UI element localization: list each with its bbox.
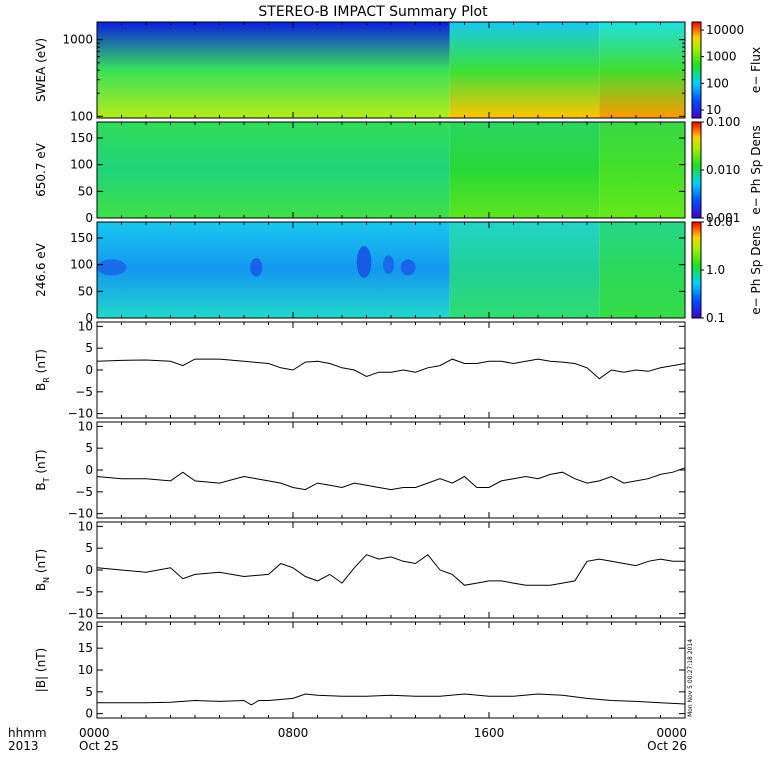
heatmap-segment xyxy=(97,222,450,318)
time-tick-label: 0000 xyxy=(656,726,687,740)
heatmap-segment xyxy=(97,22,450,118)
y-axis-label: BR (nT) xyxy=(34,349,51,391)
y-tick-label: 10 xyxy=(78,419,93,433)
colorbar-tick-label: 1000 xyxy=(706,50,737,64)
creation-stamp: Mon Nov 5 00:27:18 2014 xyxy=(687,639,694,717)
heatmap-feature xyxy=(400,259,416,276)
y-axis-label: BT (nT) xyxy=(34,449,51,490)
panel-frame xyxy=(96,321,686,419)
series-line xyxy=(96,358,686,380)
y-axis-label: BN (nT) xyxy=(34,549,51,591)
heatmap-feature xyxy=(383,255,395,274)
colorbar-tick-label: 0.100 xyxy=(706,115,740,129)
y-tick-label: 10 xyxy=(78,519,93,533)
heatmap-segment xyxy=(449,222,600,318)
y-tick-label: 100 xyxy=(70,258,93,272)
colorbar xyxy=(691,21,702,119)
colorbar xyxy=(691,221,702,319)
y-tick-label: 50 xyxy=(78,184,93,198)
y-tick-label: 150 xyxy=(70,231,93,245)
colorbar-tick-label: 0.001 xyxy=(706,211,740,225)
colorbar xyxy=(691,121,702,219)
colorbar-tick-label: 10000 xyxy=(706,23,744,37)
time-axis-units: hhmm xyxy=(8,726,47,740)
y-tick-label: 150 xyxy=(70,131,93,145)
heatmap-feature xyxy=(97,259,127,276)
time-tick-label: 0000 xyxy=(79,726,110,740)
colorbar-label: e− Ph Sp Dens xyxy=(749,125,763,214)
heatmap-segment xyxy=(449,122,600,218)
y-tick-label: 5 xyxy=(85,685,93,699)
time-tick-label: 0800 xyxy=(278,726,309,740)
plot-title: STEREO-B IMPACT Summary Plot xyxy=(258,4,488,20)
y-axis-label: 246.6 eV xyxy=(34,242,48,297)
y-tick-label: 50 xyxy=(78,284,93,298)
y-tick-label: −5 xyxy=(75,385,93,399)
panel-frame xyxy=(96,421,686,519)
y-tick-label: 10 xyxy=(78,663,93,677)
heatmap-segment xyxy=(97,122,450,218)
heatmap-segment xyxy=(599,122,685,218)
panel-1: 10 100 1000 10000 e− Flux 100 1000 SWEA (eV) xyxy=(34,21,763,123)
y-tick-label: 100 xyxy=(70,109,93,123)
panel-frame xyxy=(96,621,686,719)
y-tick-label: −5 xyxy=(75,485,93,499)
panel-7: 0 5 10 15 20 |B| (nT) xyxy=(34,619,686,721)
y-tick-label: −10 xyxy=(68,507,93,521)
colorbar-tick-label: 0.010 xyxy=(706,163,740,177)
y-tick-label: 10 xyxy=(78,319,93,333)
y-tick-label: 0 xyxy=(85,463,93,477)
y-tick-label: 0 xyxy=(85,211,93,225)
time-tick-date: Oct 26 xyxy=(647,739,687,753)
y-tick-label: 0 xyxy=(85,563,93,577)
y-axis-label: SWEA (eV) xyxy=(34,38,48,102)
series-line xyxy=(97,693,686,706)
panel-3: 0.1 1.0 10.0 e− Ph Sp Dens 0 50 100 150 246.6 eV xyxy=(34,215,763,325)
y-tick-label: −10 xyxy=(68,407,93,421)
heatmap-segment xyxy=(599,22,685,118)
y-tick-label: −5 xyxy=(75,585,93,599)
colorbar-tick-label: 0.1 xyxy=(706,311,725,325)
colorbar-label: e− Flux xyxy=(749,47,763,93)
y-tick-label: 15 xyxy=(78,641,93,655)
panel-6: −10 −5 0 5 10 BN (nT) xyxy=(34,519,686,621)
time-tick-label: 1600 xyxy=(474,726,505,740)
time-tick-date: Oct 25 xyxy=(79,739,119,753)
panel-2: 0.001 0.010 0.100 e− Ph Sp Dens 0 50 100 150 650… xyxy=(34,115,763,225)
y-tick-label: 0 xyxy=(85,363,93,377)
heatmap-segment xyxy=(449,22,600,118)
heatmap-segment xyxy=(599,222,685,318)
panel-4: −10 −5 0 5 10 BR (nT) xyxy=(34,319,686,421)
series-line xyxy=(96,467,686,491)
panel-frame xyxy=(96,521,686,619)
heatmap-feature xyxy=(250,258,263,277)
y-tick-label: 1000 xyxy=(62,33,93,47)
y-axis-label: 650.7 eV xyxy=(34,142,48,197)
colorbar-tick-label: 10 xyxy=(706,103,721,117)
colorbar-label: e− Ph Sp Dens xyxy=(749,225,763,314)
y-tick-label: 0 xyxy=(85,311,93,325)
y-tick-label: 5 xyxy=(85,441,93,455)
y-tick-label: 5 xyxy=(85,541,93,555)
y-tick-label: 20 xyxy=(78,619,93,633)
y-tick-label: 100 xyxy=(70,158,93,172)
y-axis-label: |B| (nT) xyxy=(34,648,48,692)
heatmap-feature xyxy=(356,246,372,278)
colorbar-tick-label: 10.0 xyxy=(706,215,733,229)
time-axis-year: 2013 xyxy=(8,739,39,753)
y-tick-label: 0 xyxy=(85,707,93,721)
series-line xyxy=(96,554,685,586)
y-tick-label: −10 xyxy=(68,607,93,621)
colorbar-tick-label: 1.0 xyxy=(706,263,725,277)
y-tick-label: 5 xyxy=(85,341,93,355)
panel-5: −10 −5 0 5 10 BT (nT) xyxy=(34,419,686,521)
colorbar-tick-label: 100 xyxy=(706,76,729,90)
